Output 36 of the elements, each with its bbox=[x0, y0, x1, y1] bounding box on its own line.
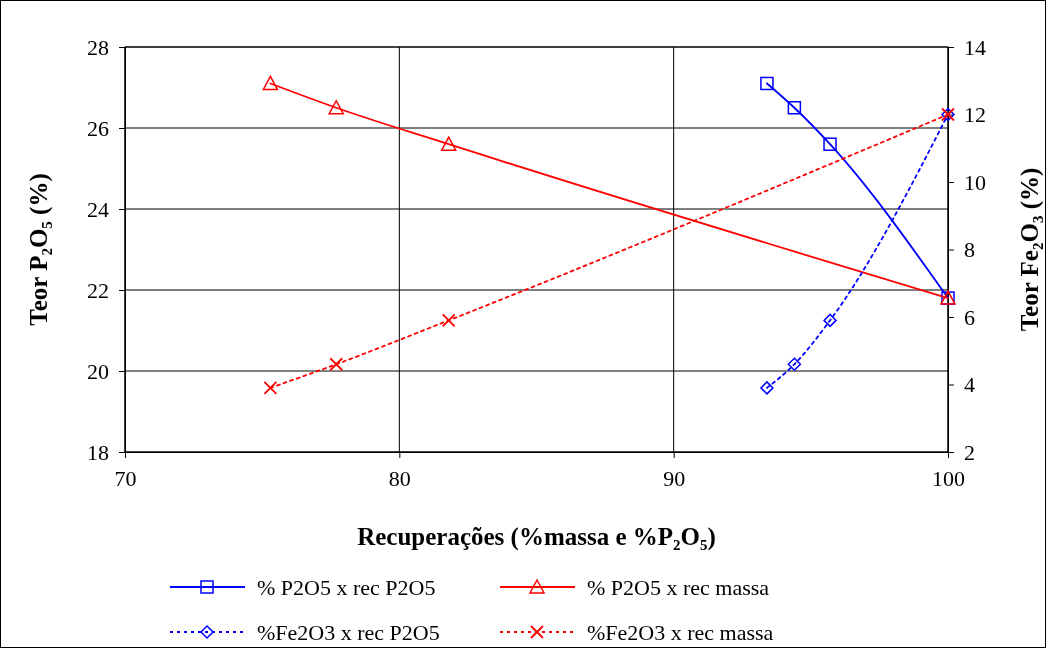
point bbox=[262, 75, 279, 91]
y2-axis-title: Teor Fe₂O₃ (%) bbox=[1016, 167, 1044, 332]
x-tick-label: 100 bbox=[932, 465, 965, 491]
y2-tick-label: 2 bbox=[964, 439, 975, 465]
x-tick-label: 70 bbox=[114, 465, 137, 491]
y-tick-label: 28 bbox=[87, 34, 109, 60]
x-axis-title: Recuperações (%massa e %P₂O₅) bbox=[357, 523, 716, 551]
x-tick-label: 80 bbox=[388, 465, 411, 491]
y2-tick-label: 14 bbox=[964, 34, 986, 60]
y-tick-label: 22 bbox=[87, 277, 109, 303]
point bbox=[787, 357, 802, 371]
y-axis-title: Teor P₂O₅ (%) bbox=[25, 173, 53, 326]
y-tick-label: 24 bbox=[87, 196, 109, 222]
y2-tick-label: 12 bbox=[964, 102, 986, 128]
y2-tick-label: 8 bbox=[964, 237, 975, 263]
legend-label: % P2O5 x rec P2O5 bbox=[257, 575, 436, 600]
point bbox=[823, 137, 837, 151]
x-tick-label: 90 bbox=[663, 465, 686, 491]
point bbox=[329, 357, 344, 372]
point bbox=[263, 380, 278, 395]
y2-tick-label: 6 bbox=[964, 304, 975, 330]
y2-tick-label: 10 bbox=[964, 169, 986, 195]
legend-label: %Fe2O3 x rec P2O5 bbox=[257, 620, 440, 645]
point bbox=[787, 101, 802, 115]
point bbox=[760, 76, 774, 91]
legend-label: %Fe2O3 x rec massa bbox=[587, 620, 774, 645]
point bbox=[440, 136, 457, 151]
point bbox=[760, 381, 774, 395]
legend-label: % P2O5 x rec massa bbox=[587, 575, 770, 600]
y-tick-label: 18 bbox=[87, 439, 109, 465]
y2-tick-label: 4 bbox=[964, 372, 975, 398]
point bbox=[328, 100, 344, 115]
point bbox=[441, 313, 456, 328]
y-tick-label: 26 bbox=[87, 115, 109, 141]
point bbox=[823, 313, 837, 328]
y-tick-label: 20 bbox=[87, 358, 109, 384]
